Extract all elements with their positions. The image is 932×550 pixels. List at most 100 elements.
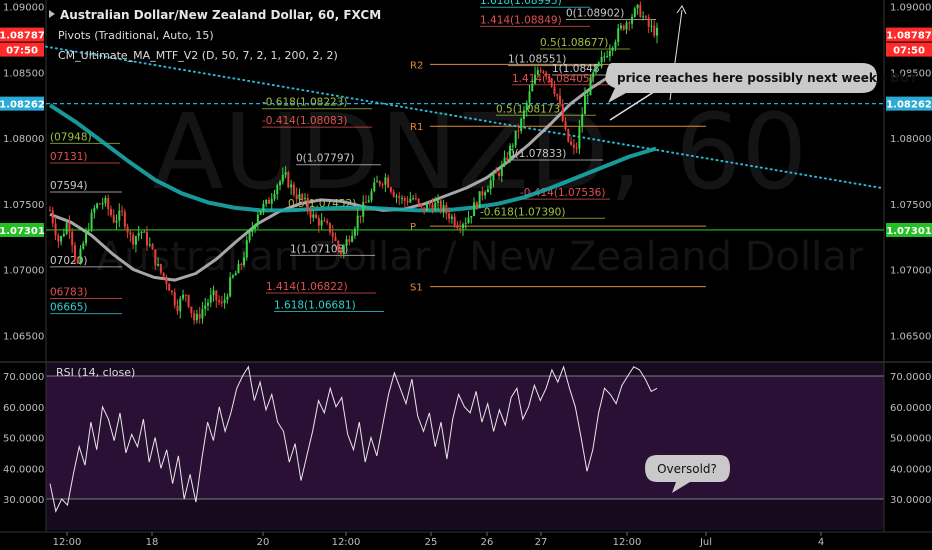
candle-body <box>259 210 262 215</box>
candle-body <box>572 144 575 148</box>
price-tick-right: 1.08500 <box>890 68 931 79</box>
candle-body <box>290 184 293 188</box>
trendline[interactable] <box>45 45 885 190</box>
left-price-tag-label: 1.08262 <box>0 100 45 111</box>
candle-body <box>575 147 578 149</box>
candle-body <box>129 232 132 235</box>
candle-body <box>317 218 320 226</box>
candle-body <box>73 245 76 259</box>
candle-body <box>107 197 110 210</box>
candle-body <box>376 181 379 183</box>
candle-body <box>362 202 365 217</box>
candle-body <box>345 239 348 246</box>
right-price-tag <box>886 27 932 42</box>
price-tick-left: 1.06500 <box>3 331 44 342</box>
candle-body <box>364 202 367 204</box>
price-tick-left: 1.09000 <box>3 3 44 14</box>
fib-label: 1.618(1.06681) <box>274 299 356 311</box>
fib-label: -0.618(1.07390) <box>480 206 565 218</box>
candle-body <box>229 277 232 297</box>
candle-body <box>606 56 609 58</box>
rsi-indicator-label[interactable]: RSI (14, close) <box>56 366 135 379</box>
fib-levels: (07948) 07131) 07594) 07020) 06783) 06665) -0.… <box>50 0 656 315</box>
candle-body <box>542 71 545 73</box>
time-tick: Jul <box>699 537 712 548</box>
fib-label: 07594) <box>50 180 88 192</box>
candle-body <box>650 25 653 27</box>
candle-body <box>473 202 476 216</box>
price-axis-ticks: 1.09000 1.09000 1.08500 1.08500 1.08000 1.080… <box>3 3 931 343</box>
candle-body <box>545 72 548 77</box>
fib-label: 1.618(1.08995) <box>480 0 562 7</box>
candle-body <box>57 235 60 242</box>
candle-body <box>159 264 162 273</box>
fib-label: 07131) <box>50 151 88 163</box>
candle-body <box>564 121 567 130</box>
symbol-title[interactable]: Australian Dollar/New Zealand Dollar, 60… <box>60 8 381 22</box>
candle-body <box>409 198 412 203</box>
forecast-arrow[interactable] <box>609 87 661 121</box>
candle-body <box>619 25 622 29</box>
candle-body <box>464 223 467 225</box>
rsi-tick-left: 60.0000 <box>3 403 44 414</box>
candle-body <box>284 172 287 175</box>
candle-body <box>439 200 442 211</box>
left-price-tag <box>0 96 44 111</box>
candle-body <box>647 17 650 27</box>
rsi-bands <box>46 375 884 500</box>
candle-body <box>498 172 501 176</box>
candle-body <box>412 198 415 200</box>
candle-body <box>267 199 270 204</box>
rsi-tick-left: 40.0000 <box>3 464 44 475</box>
candle-body <box>298 194 301 200</box>
candle-body <box>578 126 581 149</box>
candle-body <box>448 213 451 219</box>
time-axis-ticks: 12:00 18 20 12:00 25 26 27 12:00 Jul 4 <box>53 532 824 548</box>
candle-body <box>631 16 634 24</box>
buy-callout[interactable]: price reaches here possibly next week - … <box>605 63 918 103</box>
candle-body <box>492 172 495 181</box>
candle-body <box>265 199 268 204</box>
candle-body <box>126 226 129 233</box>
candle-body <box>639 4 642 18</box>
candle-body <box>168 283 171 291</box>
price-tick-right: 1.09000 <box>890 3 931 14</box>
price-tick-right: 1.07500 <box>890 200 931 211</box>
candle-body <box>525 102 528 111</box>
candle-body <box>101 203 104 205</box>
candle-body <box>306 198 309 211</box>
price-tick-right: 1.07000 <box>890 266 931 277</box>
candle-body <box>592 72 595 78</box>
left-price-tag <box>0 222 44 237</box>
candle-body <box>450 216 453 219</box>
candle-body <box>85 230 88 244</box>
candle-body <box>434 202 437 211</box>
collapse-arrow-icon[interactable] <box>49 10 55 18</box>
candle-body <box>567 129 570 142</box>
candle-body <box>486 189 489 193</box>
price-tick-left: 1.07000 <box>3 266 44 277</box>
pivot-label: R1 <box>410 122 423 133</box>
candle-body <box>51 210 54 224</box>
fib-label: 1(1.0848 <box>552 63 600 75</box>
candle-body <box>589 77 592 96</box>
candle-body <box>534 74 537 84</box>
candle-body <box>115 220 118 223</box>
candle-body <box>109 209 112 216</box>
candle-body <box>212 290 215 296</box>
candle-body <box>148 244 151 246</box>
candle-body <box>301 194 304 199</box>
ma-indicator-label[interactable]: CM_Ultimate_MA_MTF_V2 (D, 50, 7, 2, 1, 2… <box>58 49 338 62</box>
candle-body <box>140 231 143 233</box>
candle-body <box>340 249 343 254</box>
candle-body <box>279 181 282 186</box>
pivots-indicator-label[interactable]: Pivots (Traditional, Auto, 15) <box>58 29 214 42</box>
candle-body <box>509 145 512 161</box>
candle-body <box>428 203 431 205</box>
candle-body <box>134 236 137 245</box>
fib-label: 0.5(1.08677) <box>540 37 608 49</box>
candle-body <box>406 200 409 203</box>
oversold-callout[interactable]: Oversold? <box>645 455 730 493</box>
candle-body <box>445 205 448 214</box>
